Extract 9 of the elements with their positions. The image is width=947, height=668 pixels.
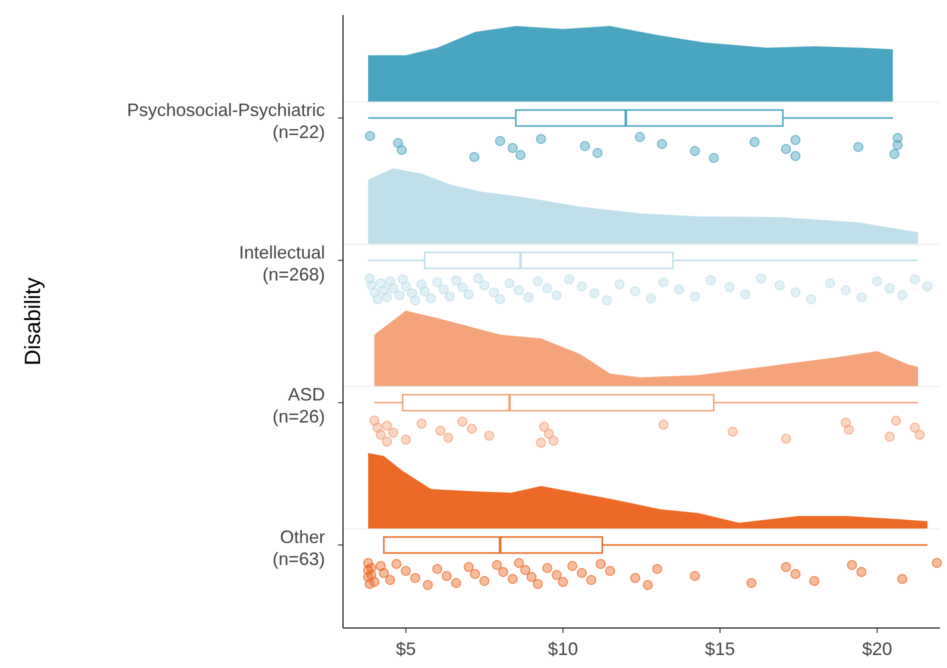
x-tick-label: $20 [862, 639, 892, 659]
y-axis-title: Disability [20, 277, 45, 366]
x-tick-label: $15 [705, 639, 736, 659]
x-tick-label: $5 [396, 639, 416, 659]
x-tick-label: $10 [548, 639, 578, 659]
y-tick-label: ASD (n=26) [272, 384, 325, 427]
y-tick-label: Intellectual (n=268) [238, 242, 325, 284]
y-tick-label: Other (n=63) [272, 527, 325, 569]
y-tick-label: Psychosocial-Psychiatric (n=22) [126, 100, 325, 142]
